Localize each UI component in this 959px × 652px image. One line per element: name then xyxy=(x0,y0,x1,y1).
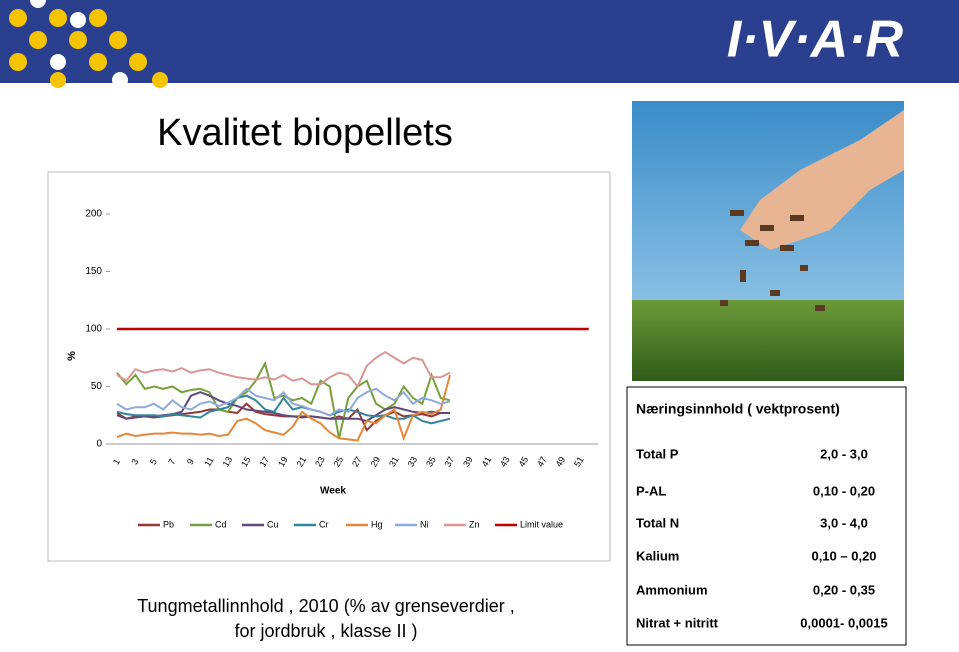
table-label: Total N xyxy=(636,515,679,530)
y-tick-label: 100 xyxy=(85,324,102,335)
series-line xyxy=(116,374,451,442)
legend-label: Limit value xyxy=(520,519,563,529)
x-tick-label: 17 xyxy=(258,455,272,469)
x-tick-label: 7 xyxy=(166,457,177,466)
logo: I·V·A·R xyxy=(727,11,904,69)
caption-line: Tungmetallinnhold , 2010 (% av grensever… xyxy=(137,596,515,616)
table-title: Næringsinnhold ( vektprosent) xyxy=(636,401,840,417)
legend-label: Pb xyxy=(163,519,174,529)
header-dots xyxy=(9,0,168,88)
table-label: Ammonium xyxy=(636,582,708,597)
x-tick-label: 41 xyxy=(480,455,494,469)
x-tick-label: 43 xyxy=(498,455,512,469)
table-frame xyxy=(626,386,907,646)
table-label: Nitrat + nitritt xyxy=(636,615,719,630)
x-tick-label: 5 xyxy=(148,457,159,466)
x-tick-label: 39 xyxy=(461,455,475,469)
y-tick-label: 150 xyxy=(85,266,102,277)
x-tick-label: 13 xyxy=(221,455,235,469)
legend-label: Cr xyxy=(319,519,329,529)
x-tick-label: 21 xyxy=(295,455,309,469)
chart-frame xyxy=(47,171,611,562)
slide-title: Kvalitet biopellets xyxy=(157,112,453,154)
x-tick-label: 29 xyxy=(369,455,383,469)
x-tick-label: 31 xyxy=(387,455,401,469)
x-axis-label: Week xyxy=(320,486,346,497)
legend-label: Cu xyxy=(267,519,279,529)
y-tick-label: 0 xyxy=(96,439,102,450)
table-label: Kalium xyxy=(636,548,679,563)
table-value: 0,0001- 0,0015 xyxy=(800,615,887,630)
x-tick-label: 3 xyxy=(129,457,140,466)
x-tick-label: 15 xyxy=(239,455,253,469)
photo xyxy=(632,101,904,381)
y-axis-label: % xyxy=(66,351,78,361)
legend-label: Zn xyxy=(469,519,480,529)
header-band xyxy=(0,0,959,83)
table-value: 0,10 - 0,20 xyxy=(813,483,875,498)
legend-label: Hg xyxy=(371,519,383,529)
x-tick-label: 37 xyxy=(443,455,457,469)
x-tick-label: 25 xyxy=(332,455,346,469)
series-line xyxy=(116,387,451,417)
x-tick-label: 23 xyxy=(313,455,327,469)
x-tick-label: 45 xyxy=(517,455,531,469)
legend-label: Cd xyxy=(215,519,227,529)
table-label: Total P xyxy=(636,446,679,461)
x-tick-label: 27 xyxy=(350,455,364,469)
caption-line: for jordbruk , klasse II ) xyxy=(234,621,417,641)
x-tick-label: 51 xyxy=(572,455,586,469)
table-value: 3,0 - 4,0 xyxy=(820,515,868,530)
series-line xyxy=(116,350,451,389)
x-tick-label: 33 xyxy=(406,455,420,469)
x-tick-label: 19 xyxy=(276,455,290,469)
table-value: 0,10 – 0,20 xyxy=(811,548,876,563)
x-tick-label: 35 xyxy=(424,455,438,469)
x-tick-label: 49 xyxy=(554,455,568,469)
x-tick-label: 1 xyxy=(111,457,122,466)
x-tick-label: 47 xyxy=(535,455,549,469)
table-value: 2,0 - 3,0 xyxy=(820,446,868,461)
table-label: P-AL xyxy=(636,483,666,498)
x-tick-label: 11 xyxy=(202,455,215,468)
x-tick-label: 9 xyxy=(185,457,196,466)
y-tick-label: 50 xyxy=(91,381,103,392)
legend-label: Ni xyxy=(420,519,429,529)
table-value: 0,20 - 0,35 xyxy=(813,582,875,597)
series-line xyxy=(116,360,451,439)
series-line xyxy=(116,394,451,425)
y-tick-label: 200 xyxy=(85,209,102,220)
